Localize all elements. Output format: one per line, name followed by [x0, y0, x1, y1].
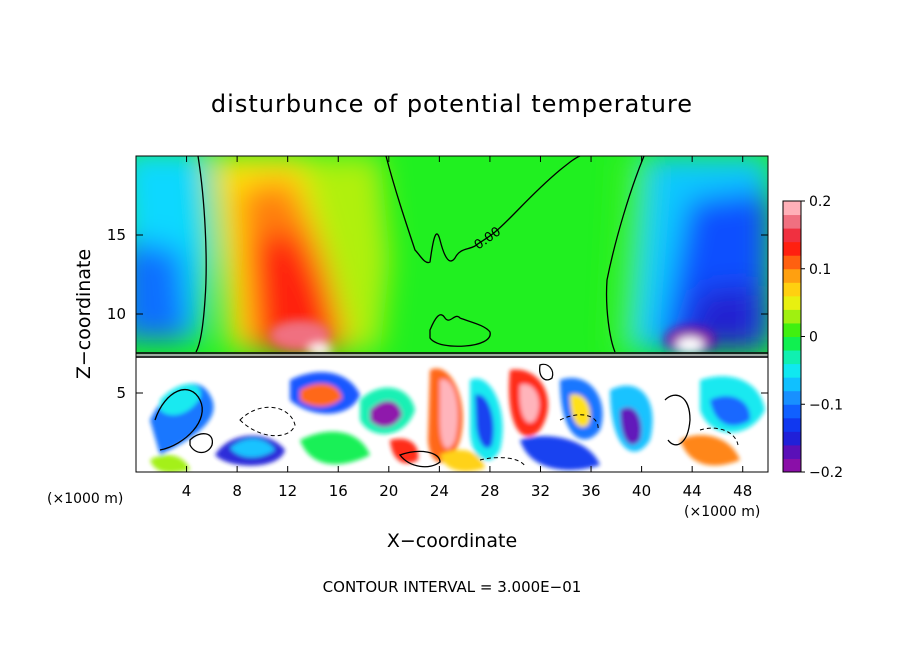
colorbar-swatch [783, 377, 801, 392]
colorbar-tick-label: −0.2 [809, 465, 843, 481]
colorbar-tick-label: 0.1 [809, 262, 831, 278]
x-unit-right: (×1000 m) [684, 504, 760, 520]
y-axis-label: Z−coordinate [73, 249, 95, 379]
heatmap-field [136, 156, 768, 472]
colorbar-swatch [783, 390, 801, 405]
chart-title: disturbunce of potential temperature [211, 90, 693, 118]
colorbar-swatch [783, 255, 801, 270]
colorbar-swatch [783, 241, 801, 256]
x-tick-label: 8 [232, 482, 242, 500]
colorbar-swatch [783, 201, 801, 216]
x-tick-label: 44 [683, 482, 702, 500]
y-tick-label: 5 [116, 384, 126, 402]
colorbar-swatch [783, 417, 801, 432]
y-tick-label: 15 [107, 226, 126, 244]
colorbar-swatch [783, 444, 801, 459]
colorbar-swatch [783, 214, 801, 229]
x-axis-label: X−coordinate [387, 530, 517, 552]
x-tick-label: 20 [379, 482, 398, 500]
colorbar-tick-label: −0.1 [809, 397, 843, 413]
x-tick-label: 12 [278, 482, 297, 500]
colorbar-swatch [783, 309, 801, 324]
x-tick-label: 48 [733, 482, 752, 500]
y-tick-label: 10 [107, 305, 126, 323]
x-tick-label: 24 [430, 482, 449, 500]
colorbar-swatch [783, 458, 801, 473]
colorbar-tick-label: 0 [809, 330, 818, 346]
x-tick-label: 36 [581, 482, 600, 500]
x-tick-label: 4 [182, 482, 192, 500]
colorbar-swatch [783, 322, 801, 337]
colorbar-swatch [783, 295, 801, 310]
colorbar: 0.2 0.1 0 −0.1 −0.2 [782, 194, 843, 481]
contour-interval-text: CONTOUR INTERVAL = 3.000E−01 [323, 578, 582, 596]
colorbar-swatch [783, 431, 801, 446]
colorbar-swatch [783, 268, 801, 283]
colorbar-swatch [783, 363, 801, 378]
y-axis: 5 10 15 [107, 226, 768, 402]
colorbar-swatch [783, 336, 801, 351]
colorbar-swatch [783, 404, 801, 419]
x-unit-left: (×1000 m) [47, 491, 123, 507]
colorbar-swatch [783, 282, 801, 297]
x-tick-label: 16 [329, 482, 348, 500]
x-tick-label: 28 [480, 482, 499, 500]
x-axis: 4 8 12 16 20 24 28 32 36 40 44 48 [182, 156, 752, 500]
colorbar-tick-label: 0.2 [809, 194, 831, 210]
x-tick-label: 40 [632, 482, 651, 500]
colorbar-swatch [783, 350, 801, 365]
x-tick-label: 32 [531, 482, 550, 500]
colorbar-swatch [783, 228, 801, 243]
